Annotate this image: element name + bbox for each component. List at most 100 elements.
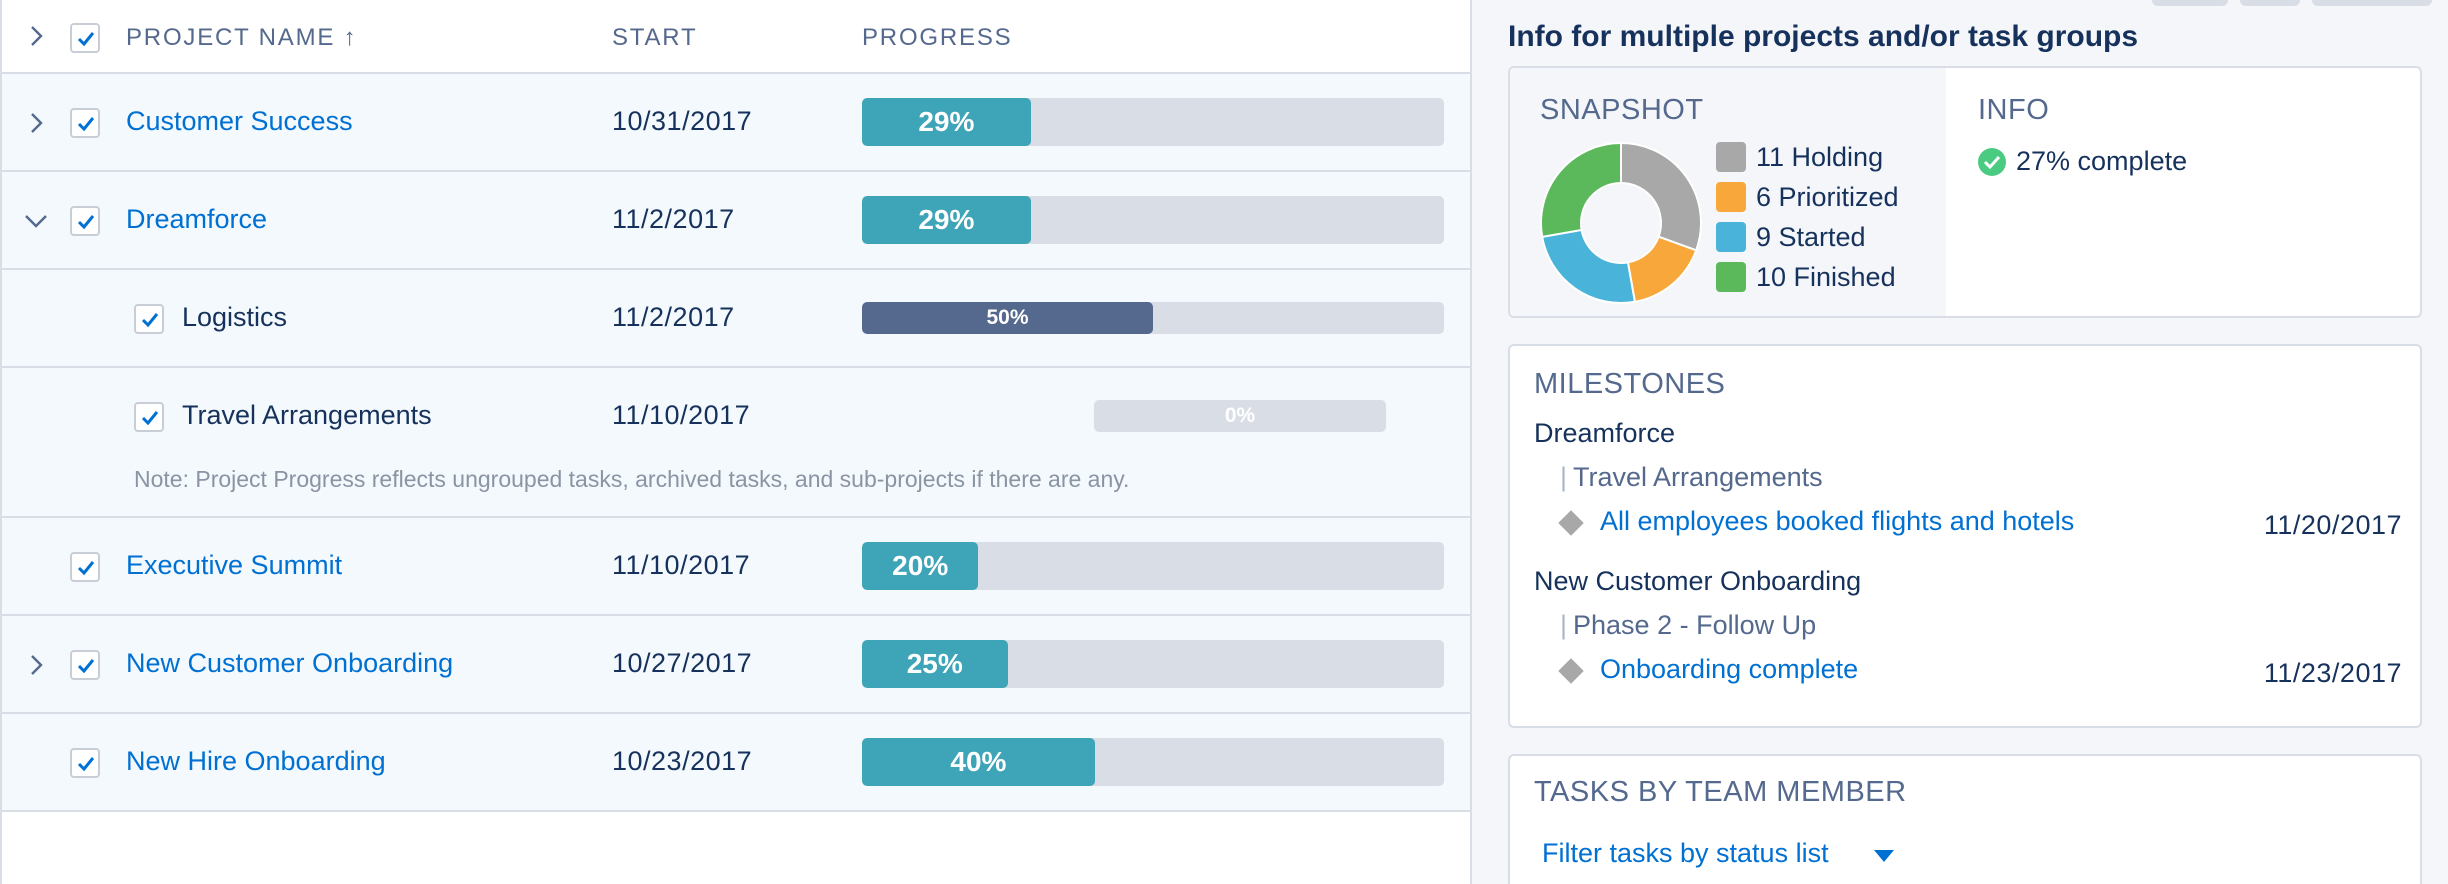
- progress-label: 25%: [906, 648, 963, 679]
- legend-label: 6 Prioritized: [1756, 181, 1899, 212]
- milestone-project: Dreamforce: [1534, 418, 1676, 448]
- task-group-name: Logistics: [182, 302, 288, 332]
- start-date: 10/31/2017: [612, 106, 753, 136]
- expand-chevron-right-icon[interactable]: [24, 653, 48, 677]
- project-link[interactable]: Executive Summit: [126, 550, 343, 580]
- legend-item-holding: 11 Holding: [1716, 142, 1883, 172]
- info-panel: Info for multiple projects and/or task g…: [1472, 0, 2448, 884]
- checkmark-icon: [77, 561, 95, 576]
- milestone-diamond-icon: [1558, 658, 1584, 684]
- group-indent-bar: |: [1560, 462, 1568, 492]
- donut-slice-started: [1541, 228, 1637, 304]
- checkmark-icon: [77, 757, 95, 772]
- milestones-card: MILESTONES Dreamforce | Travel Arrangemen…: [1508, 344, 2422, 728]
- row-checkbox[interactable]: [70, 552, 100, 582]
- column-header-progress[interactable]: PROGRESS: [862, 24, 1013, 51]
- table-header-row: PROJECT NAME ↑ START PROGRESS: [2, 0, 1472, 74]
- milestone-task-group-label: Travel Arrangements: [1573, 462, 1823, 492]
- tasks-by-member-heading: TASKS BY TEAM MEMBER: [1534, 776, 1907, 808]
- legend-swatch: [1716, 222, 1746, 252]
- milestone-link[interactable]: Onboarding complete: [1600, 654, 1859, 684]
- snapshot-heading: SNAPSHOT: [1540, 94, 1704, 126]
- milestone-date: 11/23/2017: [2263, 658, 2402, 688]
- info-complete-text: 27% complete: [2016, 146, 2188, 176]
- expand-all-chevron-right-icon[interactable]: [24, 24, 48, 48]
- progress-bar: 40%: [862, 738, 1444, 786]
- legend-swatch: [1716, 182, 1746, 212]
- column-header-project-name[interactable]: PROJECT NAME ↑: [126, 24, 357, 52]
- row-checkbox[interactable]: [70, 748, 100, 778]
- donut-slice-holding: [1620, 142, 1702, 252]
- project-name-header-label: PROJECT NAME: [126, 24, 336, 51]
- sort-ascending-arrow-icon: ↑: [343, 24, 358, 51]
- project-link[interactable]: New Customer Onboarding: [126, 648, 454, 678]
- start-date: 11/10/2017: [612, 550, 751, 580]
- milestone-date: 11/20/2017: [2263, 510, 2402, 540]
- group-indent-bar: |: [1560, 610, 1568, 640]
- filter-tasks-dropdown[interactable]: Filter tasks by status list: [1542, 838, 1829, 868]
- progress-label: 29%: [918, 106, 975, 137]
- info-complete: 27% complete: [1978, 146, 2187, 177]
- checkmark-icon: [77, 659, 95, 674]
- tasks-by-member-card: TASKS BY TEAM MEMBER Filter tasks by sta…: [1508, 754, 2422, 884]
- select-all-checkbox[interactable]: [70, 23, 100, 53]
- progress-bar-fill: [862, 542, 979, 590]
- table-row[interactable]: Dreamforce 11/2/2017 29%: [2, 172, 1472, 270]
- progress-label: 0%: [1224, 404, 1256, 427]
- donut-slice-prioritized: [1626, 235, 1698, 303]
- progress-bar-fill: [862, 738, 1095, 786]
- table-row[interactable]: New Hire Onboarding 10/23/2017 40%: [2, 714, 1472, 812]
- progress-bar: 50%: [862, 302, 1444, 334]
- checkmark-icon: [77, 215, 95, 230]
- status-donut-chart: [1540, 142, 1702, 304]
- info-heading: INFO: [1978, 94, 2050, 126]
- legend-label: 10 Finished: [1756, 261, 1896, 292]
- collapse-chevron-down-icon[interactable]: [24, 209, 48, 233]
- table-row[interactable]: Customer Success 10/31/2017 29%: [2, 74, 1472, 172]
- toolbar-button-edge[interactable]: [2312, 0, 2432, 6]
- toolbar-button-edge[interactable]: [2240, 0, 2300, 6]
- project-link[interactable]: Dreamforce: [126, 204, 268, 234]
- milestones-heading: MILESTONES: [1534, 368, 1726, 400]
- milestone-task-group: | Phase 2 - Follow Up: [1560, 610, 1816, 641]
- progress-label: 40%: [950, 746, 1007, 777]
- project-link[interactable]: Customer Success: [126, 106, 353, 136]
- task-group-name: Travel Arrangements: [182, 400, 432, 430]
- start-date: 10/23/2017: [612, 746, 753, 776]
- row-checkbox[interactable]: [70, 108, 100, 138]
- panel-title: Info for multiple projects and/or task g…: [1508, 20, 2139, 53]
- milestone-task-group-label: Phase 2 - Follow Up: [1573, 610, 1817, 640]
- row-checkbox[interactable]: [134, 304, 164, 334]
- pane-divider[interactable]: [1470, 0, 1472, 884]
- progress-note: Note: Project Progress reflects ungroupe…: [134, 466, 1130, 492]
- row-checkbox[interactable]: [70, 650, 100, 680]
- toolbar-button-edge[interactable]: [2152, 0, 2228, 6]
- progress-bar-fill: [862, 302, 1153, 334]
- checkmark-icon: [77, 32, 95, 47]
- table-row[interactable]: Logistics 11/2/2017 50%: [2, 270, 1472, 368]
- checkmark-icon: [141, 313, 159, 328]
- progress-label: 50%: [986, 306, 1029, 329]
- column-header-start[interactable]: START: [612, 24, 698, 51]
- progress-bar: 29%: [862, 196, 1444, 244]
- table-row[interactable]: New Customer Onboarding 10/27/2017 25%: [2, 616, 1472, 714]
- legend-item-started: 9 Started: [1716, 222, 1866, 252]
- progress-label: 20%: [892, 550, 949, 581]
- milestone-task-group: | Travel Arrangements: [1560, 462, 1823, 493]
- caret-down-icon[interactable]: [1874, 850, 1894, 862]
- legend-label: 9 Started: [1756, 221, 1866, 252]
- milestone-link[interactable]: All employees booked flights and hotels: [1600, 506, 2075, 536]
- snapshot-section: SNAPSHOT 11 Holding 6 Prioritized 9 Star…: [1510, 68, 1946, 316]
- row-checkbox[interactable]: [70, 206, 100, 236]
- table-row[interactable]: Executive Summit 11/10/2017 20%: [2, 518, 1472, 616]
- row-checkbox[interactable]: [134, 402, 164, 432]
- table-row[interactable]: Travel Arrangements 11/10/2017 0% Note: …: [2, 368, 1472, 518]
- snapshot-card: SNAPSHOT 11 Holding 6 Prioritized 9 Star…: [1508, 66, 2422, 318]
- checkmark-icon: [141, 411, 159, 426]
- start-date: 11/2/2017: [612, 302, 735, 332]
- progress-bar: 20%: [862, 542, 1444, 590]
- project-link[interactable]: New Hire Onboarding: [126, 746, 386, 776]
- expand-chevron-right-icon[interactable]: [24, 111, 48, 135]
- progress-bar: 25%: [862, 640, 1444, 688]
- milestone-diamond-icon: [1558, 510, 1584, 536]
